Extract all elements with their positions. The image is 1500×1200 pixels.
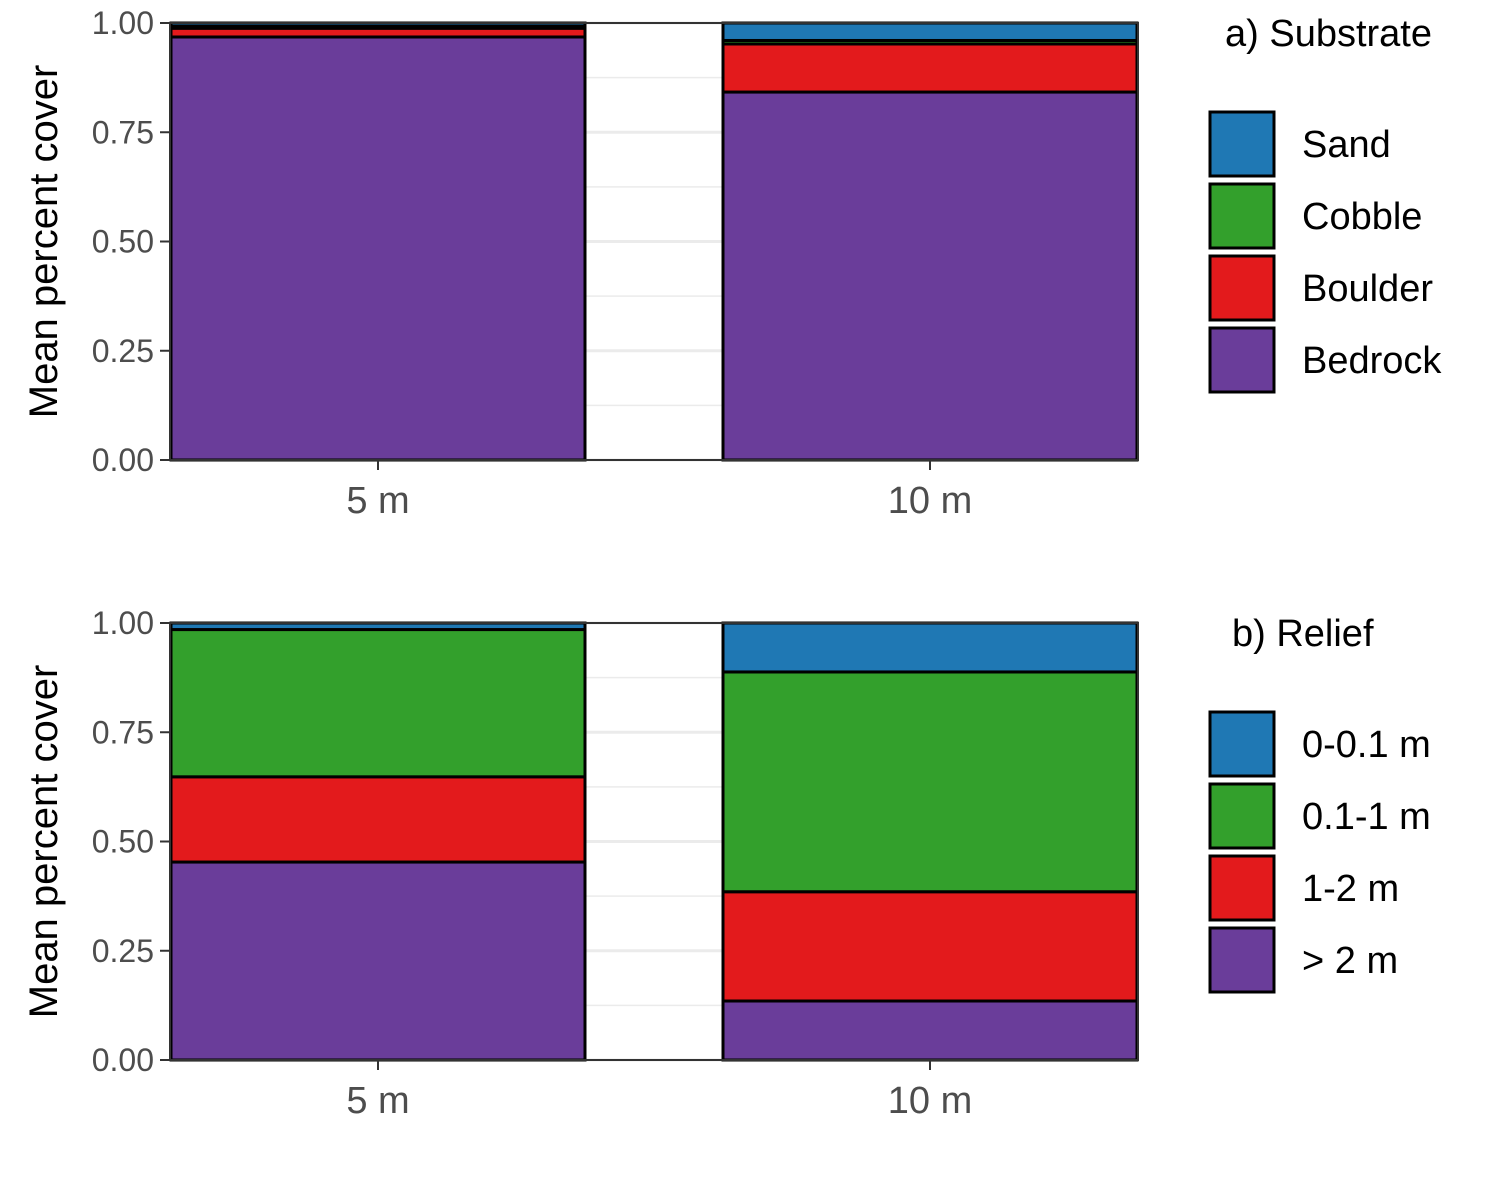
panel-substrate: a) Substrate 0.00 0.25 0.50 0.75 1.00 5 m 10 m… <box>22 5 1442 522</box>
legend-key-0-1-1-m <box>1208 782 1276 850</box>
legend-label-1-2-m: 1-2 m <box>1302 868 1399 910</box>
panel-relief: b) Relief 0.00 0.25 0.50 0.75 1.00 5 m 10 m Mea… <box>22 605 1431 1122</box>
y-tick-label: 0.75 <box>92 114 154 150</box>
x-tick-label-5-m: 5 m <box>346 1080 409 1122</box>
y-tick-label: 1.00 <box>92 605 154 641</box>
y-tick-label: 1.00 <box>92 5 154 41</box>
y-tick-label: 0.00 <box>92 1042 154 1078</box>
legend-key-boulder <box>1208 254 1276 322</box>
y-tick-label: 0.25 <box>92 933 154 969</box>
bar-segment-1-2-m-10-m <box>721 890 1139 1003</box>
legend-label-bedrock: Bedrock <box>1302 340 1442 382</box>
bar-segment-sand-10-m <box>721 21 1139 42</box>
bar-segment-bedrock-10-m <box>721 90 1139 462</box>
bar-segment-0-0-1-m-10-m <box>721 621 1139 674</box>
x-tick-label-5-m: 5 m <box>346 480 409 522</box>
legend-label-2-m: > 2 m <box>1302 940 1398 982</box>
bar-segment-2-m-10-m <box>721 999 1139 1062</box>
legend-key-1-2-m <box>1208 854 1276 922</box>
legend-key-cobble <box>1208 182 1276 250</box>
legend-label-boulder: Boulder <box>1302 268 1433 310</box>
y-tick-label: 0.75 <box>92 714 154 750</box>
y-tick-label: 0.50 <box>92 824 154 860</box>
bar-segment-0-1-1-m-10-m <box>721 670 1139 894</box>
y-tick-label: 0.50 <box>92 224 154 260</box>
bar-segment-boulder-10-m <box>721 42 1139 94</box>
legend-key-2-m <box>1208 926 1276 994</box>
y-axis-title: Mean percent cover <box>22 65 66 419</box>
bar-segment-0-1-1-m-5-m <box>169 628 587 779</box>
legend-label-sand: Sand <box>1302 124 1391 166</box>
y-tick-label: 0.00 <box>92 442 154 478</box>
legend-key-0-0-1-m <box>1208 710 1276 778</box>
bar-segment-1-2-m-5-m <box>169 775 587 864</box>
x-tick-label-10-m: 10 m <box>888 1080 972 1122</box>
legend-label-0-1-1-m: 0.1-1 m <box>1302 796 1431 838</box>
x-tick-label-10-m: 10 m <box>888 480 972 522</box>
legend-key-sand <box>1208 110 1276 178</box>
legend-title-substrate: a) Substrate <box>1225 13 1432 55</box>
legend-label-cobble: Cobble <box>1302 196 1422 238</box>
bar-segment-2-m-5-m <box>169 860 587 1062</box>
legend-label-0-0-1-m: 0-0.1 m <box>1302 724 1431 766</box>
legend-key-bedrock <box>1208 326 1276 394</box>
bar-segment-bedrock-5-m <box>169 35 587 462</box>
y-tick-label: 0.25 <box>92 333 154 369</box>
legend-title-relief: b) Relief <box>1232 613 1374 655</box>
y-axis-title: Mean percent cover <box>22 665 66 1019</box>
